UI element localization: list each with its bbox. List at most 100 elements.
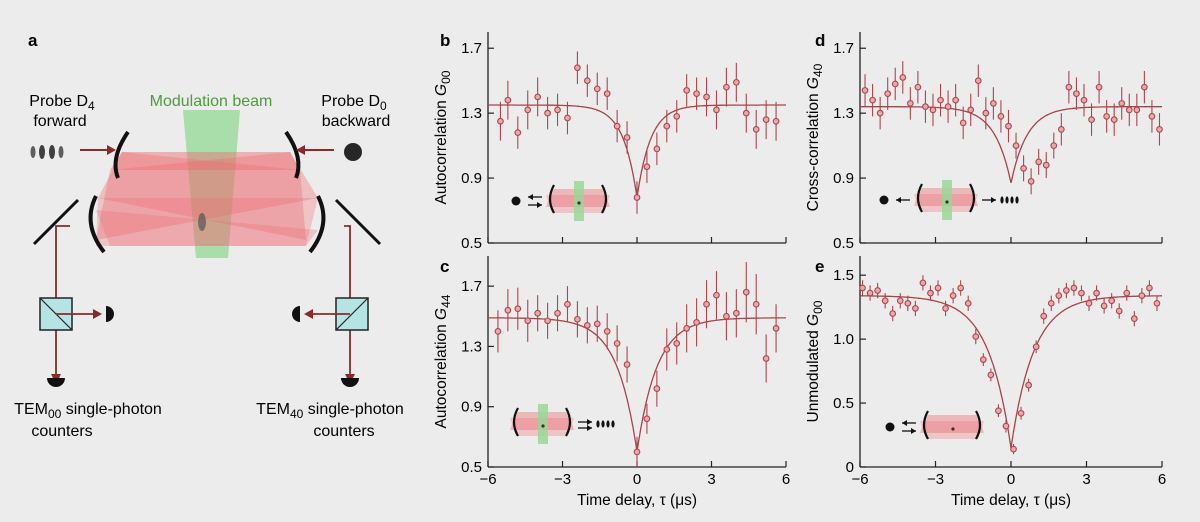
data-point bbox=[1047, 299, 1055, 307]
data-point bbox=[1070, 284, 1078, 292]
y-tick-label: 1.7 bbox=[833, 40, 854, 57]
data-point bbox=[574, 64, 581, 72]
data-point bbox=[713, 106, 720, 114]
inset-tem00-mode bbox=[879, 195, 889, 205]
inset-schematic bbox=[879, 180, 1019, 220]
data-point bbox=[866, 289, 874, 297]
detector-left-side bbox=[106, 306, 114, 322]
inset-arrowhead bbox=[902, 420, 907, 426]
probe-forward-sublabel: forward bbox=[33, 113, 86, 130]
x-tick-label: −3 bbox=[927, 471, 944, 488]
data-point bbox=[603, 90, 611, 98]
data-point bbox=[906, 100, 914, 107]
chart-panel-e: e 0 0.5 1.0 1.5 −6 −3 0 3 6 Unmodulated G00 Time de… bbox=[805, 256, 1166, 509]
data-point bbox=[957, 284, 965, 292]
data-point bbox=[1035, 158, 1043, 166]
inset-atoms bbox=[577, 201, 581, 205]
data-point bbox=[514, 305, 522, 313]
data-point bbox=[1040, 312, 1048, 320]
data-point bbox=[683, 324, 691, 332]
y-tick-label: 0 bbox=[846, 459, 854, 476]
data-point bbox=[1057, 126, 1065, 133]
data-point bbox=[633, 194, 641, 201]
data-point bbox=[974, 77, 982, 85]
panel-letter-d: d bbox=[815, 31, 825, 50]
data-point bbox=[1125, 106, 1133, 114]
data-point bbox=[914, 83, 922, 91]
data-point bbox=[1130, 315, 1138, 323]
x-tick-label: −3 bbox=[554, 471, 571, 488]
data-point bbox=[1138, 292, 1146, 299]
data-point bbox=[1025, 381, 1032, 389]
inset-modulation-beam bbox=[574, 181, 584, 221]
data-point bbox=[889, 310, 897, 317]
data-point bbox=[1017, 409, 1025, 417]
x-axis-label: Time delay, τ (μs) bbox=[951, 492, 1071, 509]
mirror-bottom-left bbox=[88, 195, 106, 254]
data-point bbox=[514, 129, 522, 136]
inset-tem40-mode bbox=[601, 420, 605, 428]
y-tick-label: 1.7 bbox=[461, 40, 482, 57]
data-point bbox=[929, 106, 937, 114]
data-point bbox=[899, 74, 907, 81]
data-point bbox=[603, 328, 611, 335]
tem40-mode-icon bbox=[30, 145, 64, 159]
data-point bbox=[944, 103, 952, 111]
data-point bbox=[554, 309, 561, 317]
data-point bbox=[723, 83, 730, 91]
inset-schematic bbox=[511, 181, 610, 221]
data-point bbox=[713, 291, 720, 299]
y-tick-label: 0.9 bbox=[833, 170, 854, 187]
y-tick-label: 0.9 bbox=[461, 170, 482, 187]
inset-tem40-mode bbox=[611, 420, 615, 428]
data-point bbox=[1118, 100, 1126, 107]
data-point bbox=[732, 78, 740, 86]
mirror-top-right bbox=[284, 130, 301, 179]
data-point bbox=[1050, 142, 1058, 149]
data-point bbox=[1005, 122, 1012, 130]
inset-tem40-mode bbox=[1015, 196, 1019, 204]
cavity-beams bbox=[96, 152, 318, 246]
counters-right-sublabel: counters bbox=[313, 423, 374, 440]
data-point bbox=[1133, 106, 1141, 114]
data-point bbox=[896, 297, 904, 305]
data-point bbox=[583, 77, 591, 85]
y-axis-label: Unmodulated G00 bbox=[805, 300, 825, 422]
data-point bbox=[942, 305, 949, 312]
inset-beam bbox=[920, 415, 984, 433]
inset-arrowhead bbox=[991, 197, 996, 203]
panel-letter-b: b bbox=[440, 31, 450, 50]
chart-panel-c: c 0.5 0.9 1.3 1.7 −6 −3 0 3 6 Autocorrelation G44 T… bbox=[433, 256, 790, 509]
x-tick-label: −6 bbox=[851, 471, 868, 488]
data-point bbox=[564, 114, 571, 122]
x-tick-label: −6 bbox=[479, 471, 496, 488]
mirror-bottom-right bbox=[308, 195, 326, 254]
data-point bbox=[1088, 116, 1095, 123]
data-point bbox=[1095, 83, 1103, 91]
inset-arrowhead bbox=[587, 419, 592, 425]
inset-tem40-mode bbox=[1005, 196, 1009, 204]
data-point bbox=[673, 113, 681, 120]
inset-mirror bbox=[969, 183, 976, 213]
data-point bbox=[1065, 83, 1073, 91]
data-point bbox=[554, 106, 561, 114]
data-point bbox=[762, 355, 770, 362]
y-axis-label: Autocorrelation G44 bbox=[433, 294, 453, 428]
data-point bbox=[643, 163, 651, 171]
data-point bbox=[869, 96, 876, 104]
data-point bbox=[583, 321, 591, 329]
detector-right-side bbox=[292, 306, 300, 322]
mirror-top-left bbox=[113, 130, 130, 179]
data-point bbox=[1032, 343, 1040, 351]
x-tick-label: 0 bbox=[1007, 471, 1015, 488]
panel-letter-a: a bbox=[28, 31, 38, 50]
data-point bbox=[703, 93, 710, 101]
data-point bbox=[1093, 289, 1100, 297]
data-point bbox=[732, 309, 740, 317]
data-point bbox=[1110, 116, 1118, 123]
inset-atoms bbox=[541, 424, 545, 428]
inset-tem40-mode bbox=[1000, 196, 1004, 204]
data-point bbox=[752, 300, 760, 308]
data-point bbox=[979, 356, 987, 363]
